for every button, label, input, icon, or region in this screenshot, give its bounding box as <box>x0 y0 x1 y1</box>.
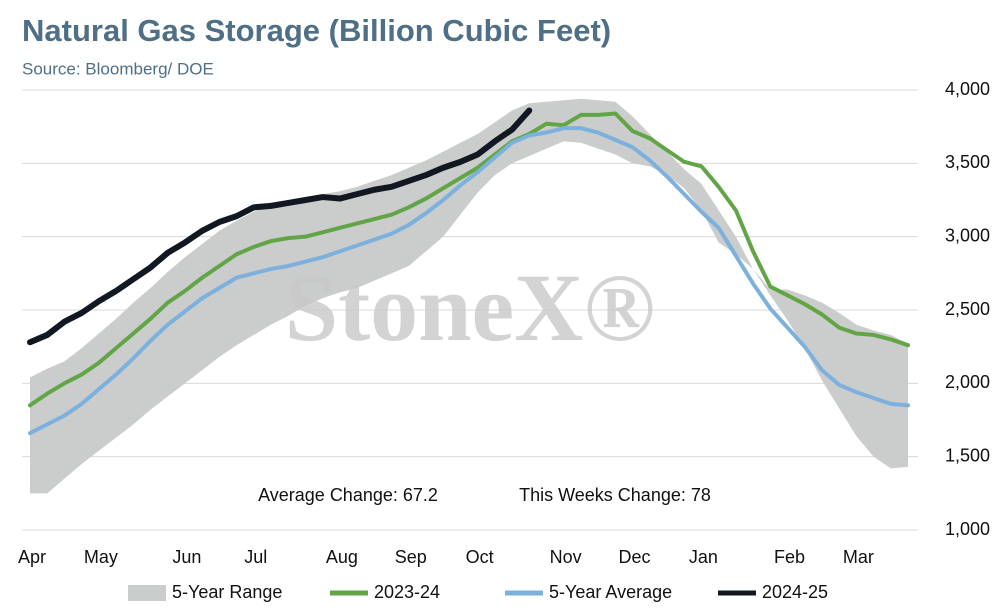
legend-label: 5-Year Range <box>172 582 282 602</box>
chart-title: Natural Gas Storage (Billion Cubic Feet) <box>22 13 611 48</box>
legend-swatch <box>128 585 166 601</box>
y-tick-label: 1,000 <box>945 519 990 539</box>
legend-label: 2023-24 <box>374 582 440 602</box>
x-tick-label: Jun <box>172 547 201 567</box>
x-tick-label: Jan <box>689 547 718 567</box>
x-tick-label: Oct <box>466 547 494 567</box>
y-tick-label: 2,000 <box>945 372 990 392</box>
annotation: This Weeks Change: 78 <box>519 485 711 505</box>
x-tick-label: Jul <box>244 547 267 567</box>
x-tick-label: May <box>84 547 118 567</box>
x-tick-label: Nov <box>550 547 582 567</box>
series-line <box>28 111 910 408</box>
series-line <box>28 126 910 436</box>
x-tick-label: Sep <box>395 547 427 567</box>
x-tick-label: Aug <box>326 547 358 567</box>
plot-area <box>27 98 910 494</box>
series-line <box>27 107 533 346</box>
chart-subtitle: Source: Bloomberg/ DOE <box>22 59 214 78</box>
y-tick-label: 1,500 <box>945 445 990 465</box>
legend-label: 5-Year Average <box>549 582 672 602</box>
legend-label: 2024-25 <box>762 582 828 602</box>
watermark: StoneX® <box>285 254 655 361</box>
x-tick-label: Apr <box>18 547 46 567</box>
y-tick-label: 3,500 <box>945 152 990 172</box>
y-tick-label: 2,500 <box>945 299 990 319</box>
legend: 5-Year Range 2023-24 5-Year Average 2024-25 <box>128 582 828 602</box>
x-tick-label: Feb <box>774 547 805 567</box>
x-tick-label: Mar <box>843 547 874 567</box>
y-tick-label: 4,000 <box>945 79 990 99</box>
x-tick-label: Dec <box>619 547 651 567</box>
y-tick-label: 3,000 <box>945 225 990 245</box>
annotation: Average Change: 67.2 <box>258 485 438 505</box>
